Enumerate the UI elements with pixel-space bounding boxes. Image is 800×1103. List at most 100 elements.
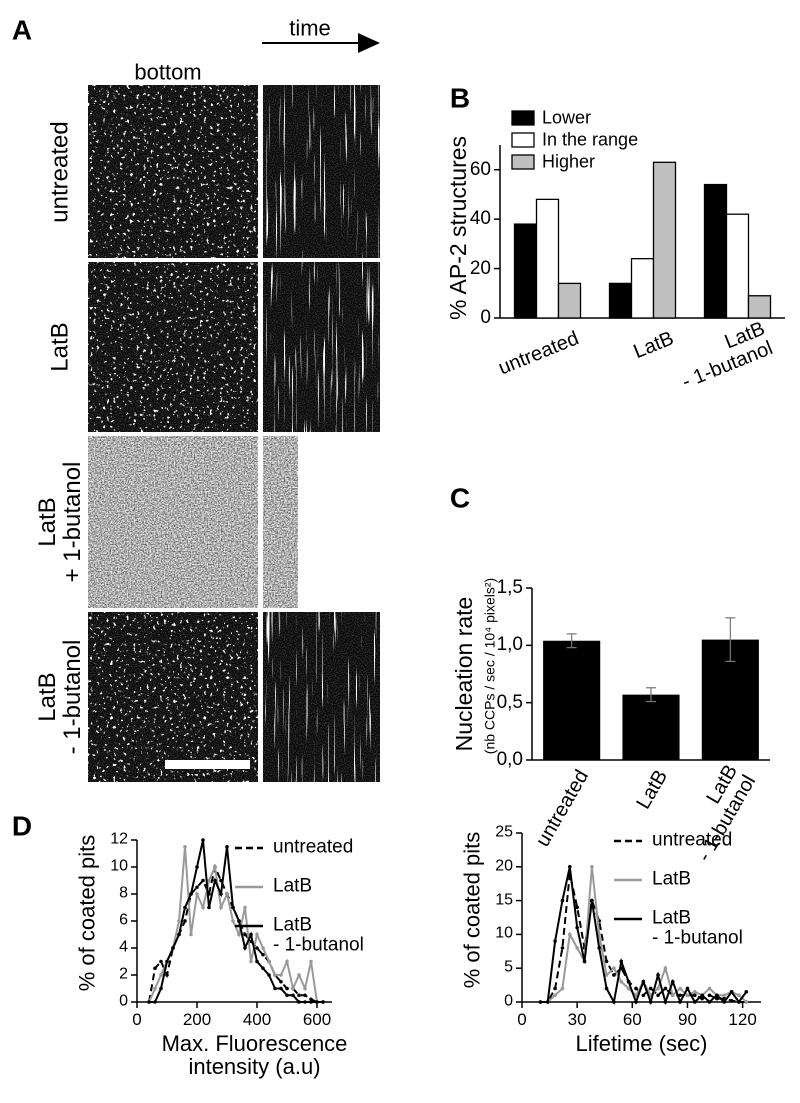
x-axis-label: Lifetime (sec) [575, 1030, 708, 1056]
data-point [560, 986, 565, 991]
legend-label: In the range [542, 129, 639, 150]
data-point [553, 993, 557, 998]
data-point [303, 1000, 307, 1004]
data-point [729, 998, 734, 1003]
data-point [663, 1000, 668, 1004]
bar [543, 640, 601, 760]
bar [535, 198, 560, 319]
data-point [560, 946, 565, 950]
data-point [309, 1000, 313, 1004]
y-tick-label: 0,0 [496, 749, 523, 771]
data-point [231, 919, 235, 923]
data-point [619, 959, 624, 964]
data-point [153, 986, 157, 991]
data-point [707, 1000, 712, 1004]
data-point [700, 996, 704, 1001]
row-label: untreated [46, 121, 74, 223]
x-tick-label: 0 [517, 1010, 527, 1030]
data-point [590, 865, 594, 869]
data-point [656, 986, 660, 991]
x-axis-label: Max. Fluorescence intensity (a.u) [161, 1030, 348, 1079]
legend-swatch [511, 110, 535, 126]
data-point [575, 905, 579, 910]
data-point [545, 1000, 550, 1004]
column-label: time [289, 15, 331, 41]
x-tick-label: 400 [242, 1010, 272, 1030]
bar [608, 282, 633, 319]
data-point [297, 1000, 301, 1004]
data-point [285, 993, 289, 998]
data-point [604, 973, 609, 977]
legend-label: untreated [652, 829, 733, 851]
bar [652, 161, 677, 319]
x-tick-label: 60 [622, 1010, 642, 1030]
data-point [612, 966, 616, 970]
data-point [693, 990, 697, 994]
data-point [685, 986, 690, 991]
row-label: LatB - 1-butanol [33, 639, 86, 755]
data-point [663, 986, 668, 991]
micrograph-signal [88, 262, 258, 432]
row-label: LatB [46, 322, 74, 372]
data-point [225, 844, 229, 849]
legend-label: LatB [652, 868, 692, 890]
data-point [648, 986, 653, 991]
legend-label: Lower [542, 107, 592, 128]
data-point [656, 973, 660, 977]
data-point [201, 905, 205, 910]
bar [630, 258, 655, 319]
micrograph-signal [88, 436, 258, 608]
data-point [165, 973, 169, 977]
data-point [634, 986, 638, 991]
data-point [700, 993, 704, 998]
data-point [267, 973, 271, 977]
data-point [273, 986, 277, 991]
micrograph-signal [263, 85, 380, 258]
data-point [159, 959, 163, 964]
data-point [273, 973, 277, 977]
data-point [243, 946, 247, 950]
data-point [715, 993, 719, 998]
data-point [261, 946, 265, 950]
data-point [279, 986, 283, 991]
data-point [267, 959, 271, 964]
data-point [626, 986, 631, 991]
y-tick-label: 8 [119, 884, 128, 902]
data-point [255, 932, 259, 937]
legend-label: LatB - 1-butanol [273, 914, 364, 956]
data-point [177, 932, 181, 937]
data-point [597, 946, 602, 950]
bar [725, 213, 750, 319]
data-point [261, 952, 265, 957]
x-tick-label: 200 [182, 1010, 212, 1030]
y-tick-label: 0 [480, 307, 491, 329]
data-point [568, 865, 572, 869]
data-point [183, 919, 187, 923]
data-point [722, 993, 727, 998]
data-point [309, 959, 313, 964]
y-tick-label: 40 [469, 208, 491, 230]
data-point [604, 959, 609, 964]
data-point [722, 1000, 727, 1004]
data-point [612, 1000, 616, 1004]
data-point [195, 865, 199, 869]
data-point [678, 986, 682, 991]
micrograph-signal [263, 612, 380, 782]
legend-label: LatB [273, 875, 313, 897]
data-point [153, 966, 157, 971]
data-point [291, 986, 295, 991]
data-point [553, 986, 557, 991]
data-point [744, 990, 749, 994]
y-axis-label: % AP-2 structures [444, 135, 471, 320]
data-point [315, 1000, 319, 1004]
panel-letter: B [449, 82, 471, 114]
data-point [693, 993, 697, 998]
data-point [237, 919, 241, 923]
data-point [597, 932, 602, 937]
data-point [568, 932, 572, 937]
y-tick-label: 0,5 [496, 691, 523, 713]
bar [513, 223, 538, 319]
data-point [183, 844, 187, 849]
data-point [243, 932, 247, 937]
data-point [201, 878, 205, 883]
